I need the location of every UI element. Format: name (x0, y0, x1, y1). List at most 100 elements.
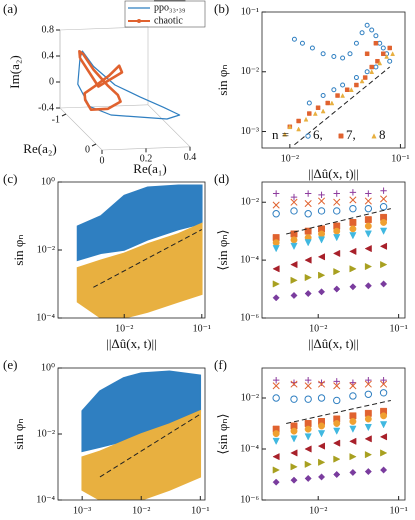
point (364, 390, 373, 398)
point (340, 92, 346, 98)
point (349, 247, 357, 256)
marks (272, 376, 391, 486)
point (296, 118, 301, 124)
point (282, 131, 288, 137)
panel-label: (b) (214, 1, 229, 16)
reference-line (286, 208, 391, 235)
point (318, 271, 326, 279)
point (380, 195, 388, 203)
z-tick-label: 0.8 (42, 24, 55, 35)
point (379, 242, 388, 250)
point (364, 244, 372, 253)
point (272, 201, 280, 209)
reference-line (99, 413, 201, 478)
y-tick-label: -1 (52, 114, 60, 125)
point (379, 227, 388, 235)
point (349, 219, 357, 226)
point (304, 382, 312, 390)
point (309, 45, 315, 51)
panel-label: (f) (214, 357, 227, 372)
point (369, 27, 375, 33)
point (335, 93, 340, 98)
point (354, 82, 359, 88)
x-axis-label: ||Δû(x, t)|| (308, 518, 359, 520)
point (353, 40, 359, 46)
point (333, 455, 341, 463)
marks (76, 184, 203, 318)
y-axis-label: sin φₙ (11, 418, 26, 449)
x-tick-label: 10⁻¹ (191, 505, 209, 516)
point (369, 69, 375, 75)
point (318, 379, 325, 386)
x-axis-label: ||Δû(x, t)|| (106, 518, 157, 520)
legend-marker (305, 133, 311, 139)
point (333, 198, 341, 206)
point (349, 382, 357, 390)
point (364, 435, 372, 443)
point (359, 78, 365, 84)
point (304, 239, 312, 247)
panel-label: (c) (3, 171, 17, 186)
axes-frame (261, 181, 406, 319)
point (317, 197, 326, 205)
point (318, 230, 325, 238)
point (349, 283, 357, 291)
x-tick-label: 10⁻¹ (391, 153, 409, 164)
point (304, 289, 312, 298)
point (373, 40, 379, 46)
point (364, 380, 372, 388)
axes-frame (261, 11, 406, 149)
point (349, 225, 357, 233)
x-tick-label: 10⁻¹ (389, 505, 407, 516)
point (317, 207, 326, 215)
reference-line (93, 229, 203, 288)
point (315, 105, 321, 110)
marks (272, 187, 391, 302)
point (364, 216, 372, 224)
point (272, 430, 280, 438)
point (380, 213, 388, 221)
legend-text: chaotic (154, 15, 183, 26)
point (333, 190, 340, 197)
point (349, 189, 357, 196)
point (349, 453, 357, 461)
point (318, 422, 325, 430)
point (272, 437, 280, 446)
point (290, 198, 298, 206)
point (272, 280, 280, 288)
legend-box (124, 0, 206, 28)
point (380, 466, 388, 474)
reference-line (286, 399, 391, 424)
point (272, 190, 280, 197)
point (317, 253, 325, 261)
point (304, 256, 312, 264)
point (317, 430, 326, 438)
point (333, 470, 341, 479)
point (304, 474, 312, 483)
point (304, 376, 312, 384)
point (312, 110, 318, 116)
y-tick-label: 0 (85, 144, 90, 155)
point (272, 234, 280, 242)
point (340, 55, 346, 61)
point (333, 227, 341, 235)
point (333, 427, 341, 435)
point (390, 51, 396, 57)
y-tick (61, 113, 67, 117)
box-edge (59, 107, 103, 151)
point (333, 396, 341, 405)
point (364, 262, 373, 271)
point (304, 420, 312, 427)
point (365, 190, 372, 197)
y-tick (91, 143, 97, 147)
point (387, 58, 393, 64)
y-tick-label: 10⁻² (241, 66, 259, 77)
z-tick-label: 0 (49, 76, 54, 87)
y-tick-label: 10⁻⁴ (36, 312, 55, 323)
point (380, 376, 387, 384)
point-cloud (76, 222, 203, 318)
legend-text: ppo₃₃.₃₉ (154, 2, 186, 13)
point (332, 249, 341, 258)
point (333, 285, 341, 293)
